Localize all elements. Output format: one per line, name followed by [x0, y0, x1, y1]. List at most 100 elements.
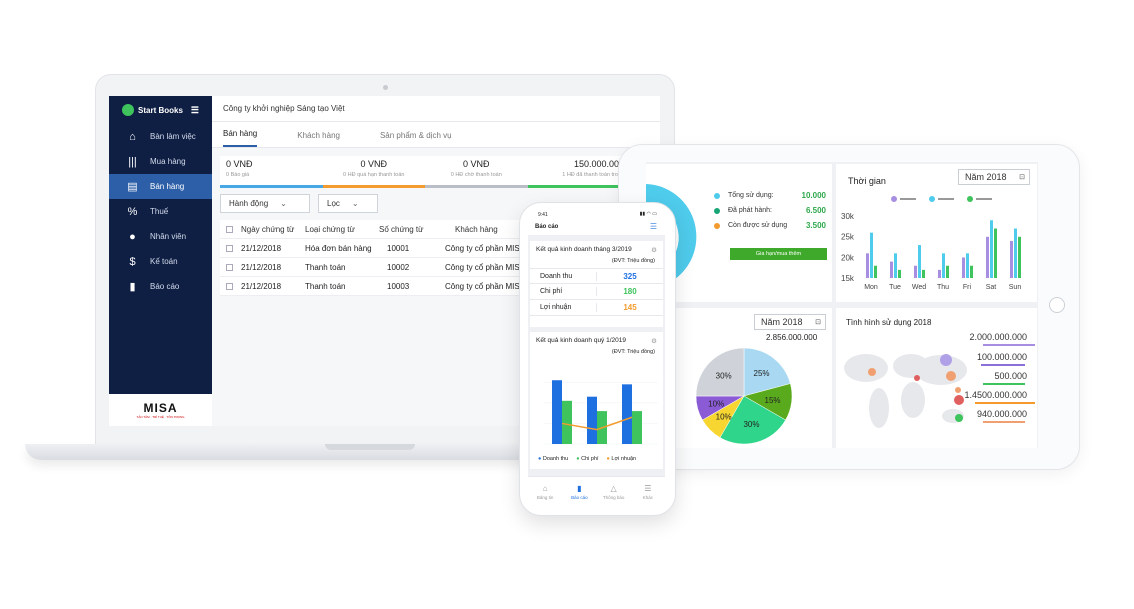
phone-header: 9:41 ▮▮ ◠ ▭ Báo cáo ☰	[528, 209, 665, 235]
row-checkbox[interactable]	[226, 263, 233, 271]
world-map	[844, 354, 967, 428]
cell-type: Thanh toán	[305, 281, 346, 291]
filter-dropdown[interactable]: Lọc ⌄	[318, 194, 378, 213]
legend-line	[900, 198, 916, 200]
sidebar-item-employees[interactable]: ● Nhân viên	[109, 224, 212, 249]
cell-type: Thanh toán	[305, 262, 346, 272]
monthly-card-title: Kết quả kinh doanh tháng 3/2019	[536, 246, 632, 253]
bar-mark	[890, 261, 893, 278]
home-icon: ⌂	[542, 483, 548, 493]
row-checkbox[interactable]	[226, 244, 233, 252]
phone-clock: 9:41	[538, 212, 548, 218]
phone-menu-icon[interactable]: ☰	[649, 222, 657, 231]
sidebar-item-purchase[interactable]: ||| Mua hàng	[109, 149, 212, 174]
map-bubble	[955, 414, 963, 422]
stat-bar	[322, 185, 425, 188]
year-select-value: Năm 2018	[761, 317, 803, 327]
legend-dot	[929, 196, 935, 202]
chevron-down-icon: ⌄	[280, 199, 287, 208]
table-header: Ngày chứng từ Loại chứng từ Số chứng từ …	[220, 220, 630, 239]
map-title: Tình hình sử dụng 2018	[846, 318, 932, 327]
legend-label: Doanh thu	[542, 456, 569, 462]
settings-gear-icon[interactable]: ⚙	[651, 338, 657, 345]
donut-segment-total	[646, 184, 696, 231]
more-menu-icon: ☰	[644, 483, 652, 493]
bar-mark	[942, 253, 945, 278]
tab-bar: Bán hàng Khách hàng Sản phẩm & dịch vụ	[212, 122, 660, 148]
column-header[interactable]: Khách hàng	[455, 224, 498, 234]
quarter-card-title: Kết quả kinh doanh quý 1/2019	[536, 337, 626, 344]
stat-overdue[interactable]: 0 VNĐ 0 HĐ quá hạn thanh toán	[322, 156, 425, 188]
stat-pending[interactable]: 0 VNĐ 0 HĐ chờ thanh toán	[425, 156, 528, 188]
usage-card: Tổng sử dụng: 10.000 Đã phát hành: 6.500 C…	[646, 164, 832, 302]
usage-map-card: Tình hình sử dụng 2018 2.000.000.000 100…	[836, 308, 1037, 448]
column-header[interactable]: Số chứng từ	[379, 224, 424, 234]
stat-value: 0 VNĐ	[360, 159, 387, 169]
renew-button[interactable]: Gia hạn/mua thêm	[730, 248, 827, 260]
sidebar-item-sales[interactable]: ▤ Bán hàng	[109, 174, 212, 199]
bar-mark	[1014, 228, 1017, 278]
column-header[interactable]: Loại chứng từ	[305, 224, 355, 234]
legend-value: 3.500	[805, 221, 826, 230]
map-value-underline	[981, 364, 1025, 366]
select-all-checkbox[interactable]	[226, 225, 233, 233]
row-value: 325	[596, 271, 663, 281]
sidebar-item-label: Thuế	[150, 207, 169, 216]
year-select[interactable]: Năm 2018 ⊡	[958, 169, 1030, 185]
nav-label: Báo cáo	[571, 494, 588, 500]
nav-notifications[interactable]: △ Thông báo	[597, 477, 631, 506]
stat-paid[interactable]: 150.000.000 1 HĐ đã thanh toán trong	[527, 156, 630, 188]
map-value: 1.4500.000.000	[964, 390, 1027, 400]
hamburger-menu-icon[interactable]: ☰	[190, 104, 199, 115]
bar-mark	[898, 269, 901, 278]
sidebar: Start Books ☰ ⌂ Bàn làm việc ||| Mua hàng …	[109, 96, 212, 394]
stats-strip: 0 VNĐ 0 Báo giá 0 VNĐ 0 HĐ quá hạn thanh t…	[220, 156, 630, 188]
column-header[interactable]: Ngày chứng từ	[241, 224, 295, 234]
legend-dot	[714, 192, 720, 199]
legend-dot: ●	[576, 456, 580, 462]
legend-line	[938, 198, 954, 200]
bar-mark	[870, 232, 873, 278]
action-dropdown[interactable]: Hành động ⌄	[220, 194, 310, 213]
stat-bar	[220, 185, 323, 188]
legend-dot	[891, 196, 897, 202]
sidebar-item-reports[interactable]: ▮ Báo cáo	[109, 274, 212, 299]
table-row[interactable]: 21/12/2018 Thanh toán 10002 Công ty cổ p…	[220, 258, 630, 277]
brand-name: Start Books	[138, 105, 183, 115]
select-toggle-icon: ⊡	[815, 319, 821, 326]
tab-products[interactable]: Sản phẩm & dịch vụ	[379, 131, 452, 140]
stat-bar	[527, 185, 630, 188]
time-chart-card: Thời gian Năm 2018 ⊡ 30k 25k 20k 15k Mon Tue We…	[836, 164, 1037, 302]
pie-slice-label: 30%	[716, 372, 732, 381]
cell-type: Hóa đơn bán hàng	[305, 243, 372, 253]
tab-sales[interactable]: Bán hàng	[223, 129, 258, 147]
settings-gear-icon[interactable]: ⚙	[651, 247, 657, 254]
table-row[interactable]: 21/12/2018 Thanh toán 10003 Công ty cổ p…	[220, 277, 630, 296]
dollar-doc-icon: $	[129, 255, 136, 268]
map-value-underline	[975, 402, 1035, 404]
table-row[interactable]: 21/12/2018 Hóa đơn bán hàng 10001 Công t…	[220, 239, 630, 258]
sidebar-item-desk[interactable]: ⌂ Bàn làm việc	[109, 124, 212, 149]
sidebar-item-label: Báo cáo	[150, 282, 180, 291]
person-icon: ●	[129, 230, 136, 243]
x-tick-label: Fri	[963, 284, 972, 291]
pie-year-select[interactable]: Năm 2018 ⊡	[754, 314, 826, 330]
row-checkbox[interactable]	[226, 282, 233, 290]
stat-quotes[interactable]: 0 VNĐ 0 Báo giá	[220, 156, 323, 188]
map-bubble	[955, 387, 961, 393]
cell-customer: Công ty cổ phần MISA	[445, 281, 526, 291]
laptop-screen: Start Books ☰ ⌂ Bàn làm việc ||| Mua hàng …	[109, 96, 660, 426]
stat-label: 1 HĐ đã thanh toán trong	[562, 172, 624, 178]
legend-value: 10.000	[801, 191, 826, 200]
tab-customers[interactable]: Khách hàng	[297, 131, 340, 140]
sidebar-item-tax[interactable]: % Thuế	[109, 199, 212, 224]
sidebar-item-accounting[interactable]: $ Kế toán	[109, 249, 212, 274]
sidebar-item-label: Bàn làm việc	[150, 132, 196, 141]
usage-legend-remaining: Còn được sử dụng 3.500	[714, 218, 826, 233]
bar-mark	[874, 265, 877, 278]
stat-value: 0 VNĐ	[462, 159, 490, 169]
barcode-icon: |||	[128, 155, 137, 168]
nav-newsfeed[interactable]: ⌂ Bảng tin	[528, 477, 562, 506]
nav-reports[interactable]: ▮ Báo cáo	[562, 477, 596, 506]
nav-more[interactable]: ☰ Khác	[631, 477, 665, 506]
